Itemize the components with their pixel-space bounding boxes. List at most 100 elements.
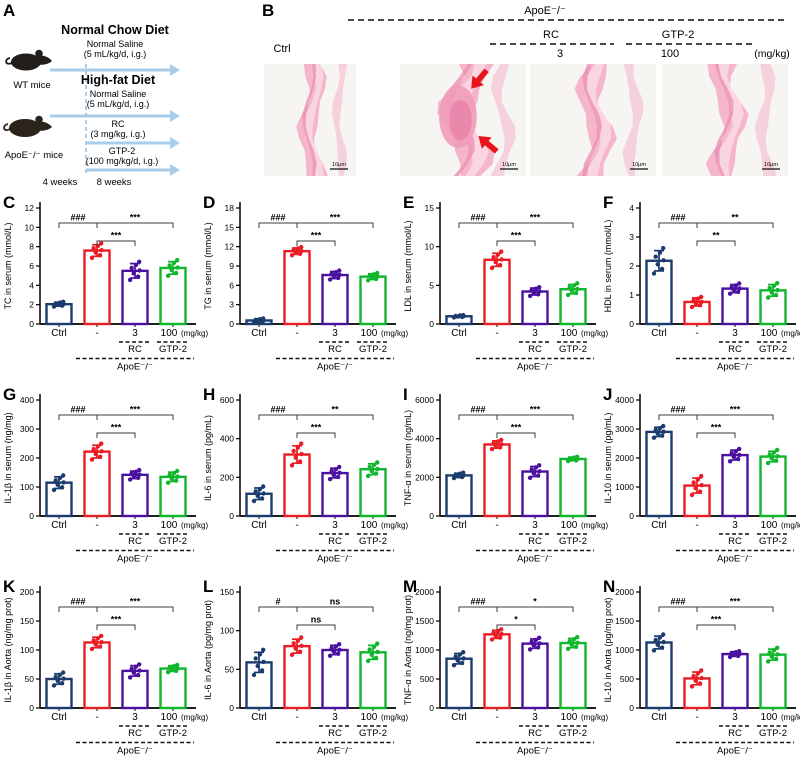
panel-letter-J: J (603, 385, 612, 404)
sig-bracket (658, 222, 698, 228)
scatter-points-- (89, 241, 104, 260)
y-tick-label: 600 (220, 395, 234, 405)
scatter-points-100 (365, 270, 380, 283)
rc-group-label: RC (128, 536, 142, 547)
red-arrow-icon (478, 135, 499, 154)
scatter-points-100 (765, 645, 780, 664)
bar-100 (359, 651, 387, 710)
sig-bracket (696, 414, 774, 420)
sig-bracket (296, 240, 336, 246)
x-unit-label: (mg/kg) (181, 329, 208, 338)
sig-bracket (696, 432, 736, 438)
scatter-points-100 (165, 468, 180, 485)
chart-cell-H: H 0 200 400 600 IL-6 in serum (pg/mL) Ctrl - 3 10… (200, 384, 408, 576)
rc-group-label: RC (128, 344, 142, 355)
x-unit-label: (mg/kg) (781, 713, 800, 722)
y-tick-label: 6000 (415, 395, 434, 405)
panel-letter-A: A (3, 1, 15, 20)
x-tick-label: 100 (361, 520, 378, 531)
scatter-points-3 (327, 464, 342, 482)
y-tick-label: 5 (429, 280, 434, 290)
bar-100 (159, 266, 187, 326)
sig-bracket (58, 606, 98, 612)
x-tick-label: 3 (132, 712, 138, 723)
x-tick-label: Ctrl (51, 520, 67, 531)
scatter-points-100 (165, 257, 180, 278)
apoe-group-label: ApoE⁻/⁻ (117, 362, 153, 373)
y-tick-label: 1 (629, 290, 634, 300)
histology-image-gtp2-aorta: 10μm (662, 64, 788, 176)
scatter-points-- (89, 633, 104, 652)
scatter-points-Ctrl (251, 316, 266, 325)
bar-3 (321, 648, 349, 710)
gtp2-group-label: GTP-2 (159, 344, 187, 355)
scatter-points-- (289, 244, 304, 258)
rc-group-label: RC (528, 344, 542, 355)
x-tick-label: 100 (161, 328, 178, 339)
x-unit-label: (mg/kg) (581, 521, 608, 530)
x-tick-label: 100 (161, 520, 178, 531)
gtp2-group-label: GTP-2 (159, 728, 187, 739)
sig-label: ### (270, 213, 285, 223)
apoe-mouse-illustration (3, 115, 52, 137)
x-tick-label: Ctrl (451, 520, 467, 531)
apoe-group-label: ApoE⁻/⁻ (517, 362, 553, 373)
bar-- (483, 633, 511, 710)
y-tick-label: 10 (425, 242, 435, 252)
apoe-group-label: ApoE⁻/⁻ (117, 554, 153, 565)
y-tick-label: 0 (229, 703, 234, 713)
panel-letter-H: H (203, 385, 215, 404)
bar-3 (521, 290, 549, 326)
scatter-points-Ctrl (651, 632, 666, 653)
sig-bracket (658, 606, 698, 612)
gtp2-group-label: GTP-2 (559, 536, 587, 547)
ctrl-column-header: Ctrl (273, 43, 290, 55)
x-tick-label: 100 (561, 328, 578, 339)
bar-- (83, 641, 111, 710)
sig-bracket (496, 414, 574, 420)
sig-bracket (496, 624, 536, 630)
y-tick-label: 50 (225, 664, 235, 674)
rc-group-label: RC (728, 536, 742, 547)
gtp2-dose-header: 100 (661, 48, 679, 60)
scatter-points-100 (765, 447, 780, 466)
bar-100 (759, 455, 787, 518)
sig-bracket (496, 606, 574, 612)
x-unit-label: (mg/kg) (181, 713, 208, 722)
scatter-points-- (89, 441, 104, 462)
y-tick-label: 400 (220, 434, 234, 444)
sig-label: * (514, 615, 518, 625)
gtp2-group-label: GTP-2 (359, 536, 387, 547)
sig-bracket (96, 240, 136, 246)
x-tick-label: - (695, 520, 698, 531)
x-tick-label: 3 (132, 520, 138, 531)
apoe-group-label: ApoE⁻/⁻ (717, 362, 753, 373)
sig-bracket (496, 432, 536, 438)
histology-images-group: 10μm 10μm 10μm 10μm (264, 64, 788, 176)
y-tick-label: 3 (229, 300, 234, 310)
wt-mouse-illustration (5, 49, 52, 71)
scatter-points-- (489, 437, 504, 452)
sig-bracket (496, 222, 574, 228)
scatter-points-- (689, 294, 704, 310)
scatter-points-- (689, 473, 704, 498)
sig-label: *** (511, 423, 522, 433)
scatter-points-3 (127, 467, 142, 482)
scatter-points-- (289, 441, 304, 468)
scale-bar-label: 10μm (502, 162, 516, 168)
x-tick-label: 100 (361, 328, 378, 339)
rc-group-label: RC (328, 728, 342, 739)
gtp2-group-label: GTP-2 (359, 728, 387, 739)
scatter-points-3 (727, 649, 742, 660)
scatter-points-Ctrl (251, 647, 266, 678)
y-tick-label: 9 (229, 261, 234, 271)
sig-label: *** (530, 405, 541, 415)
x-tick-label: - (295, 712, 298, 723)
y-tick-label: 4000 (615, 395, 634, 405)
apoe-group-label: ApoE⁻/⁻ (517, 746, 553, 757)
y-tick-label: 1000 (615, 482, 634, 492)
diet1-saline: Normal Saline (87, 39, 144, 49)
panel-letter-L: L (203, 577, 213, 596)
sig-label: ns (311, 615, 322, 625)
x-unit-label: (mg/kg) (581, 329, 608, 338)
